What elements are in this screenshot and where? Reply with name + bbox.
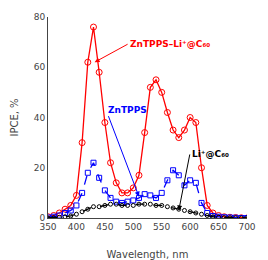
svg-text:700: 700 <box>238 222 255 232</box>
svg-text:ZnTPPS: ZnTPPS <box>108 105 147 115</box>
svg-text:80: 80 <box>34 12 46 22</box>
svg-text:450: 450 <box>96 222 113 232</box>
svg-text:600: 600 <box>182 222 199 232</box>
svg-text:0: 0 <box>39 213 45 223</box>
svg-text:Li⁺@C₆₀: Li⁺@C₆₀ <box>192 149 229 159</box>
svg-text:IPCE, %: IPCE, % <box>9 98 20 136</box>
svg-text:350: 350 <box>39 222 56 232</box>
svg-text:40: 40 <box>34 113 46 123</box>
svg-text:650: 650 <box>210 222 227 232</box>
svg-text:ZnTPPS–Li⁺@C₆₀: ZnTPPS–Li⁺@C₆₀ <box>130 39 210 49</box>
svg-text:Wavelength, nm: Wavelength, nm <box>107 249 189 260</box>
svg-text:500: 500 <box>125 222 142 232</box>
svg-text:400: 400 <box>68 222 85 232</box>
svg-text:60: 60 <box>34 62 46 72</box>
svg-text:20: 20 <box>34 163 46 173</box>
svg-text:550: 550 <box>153 222 170 232</box>
